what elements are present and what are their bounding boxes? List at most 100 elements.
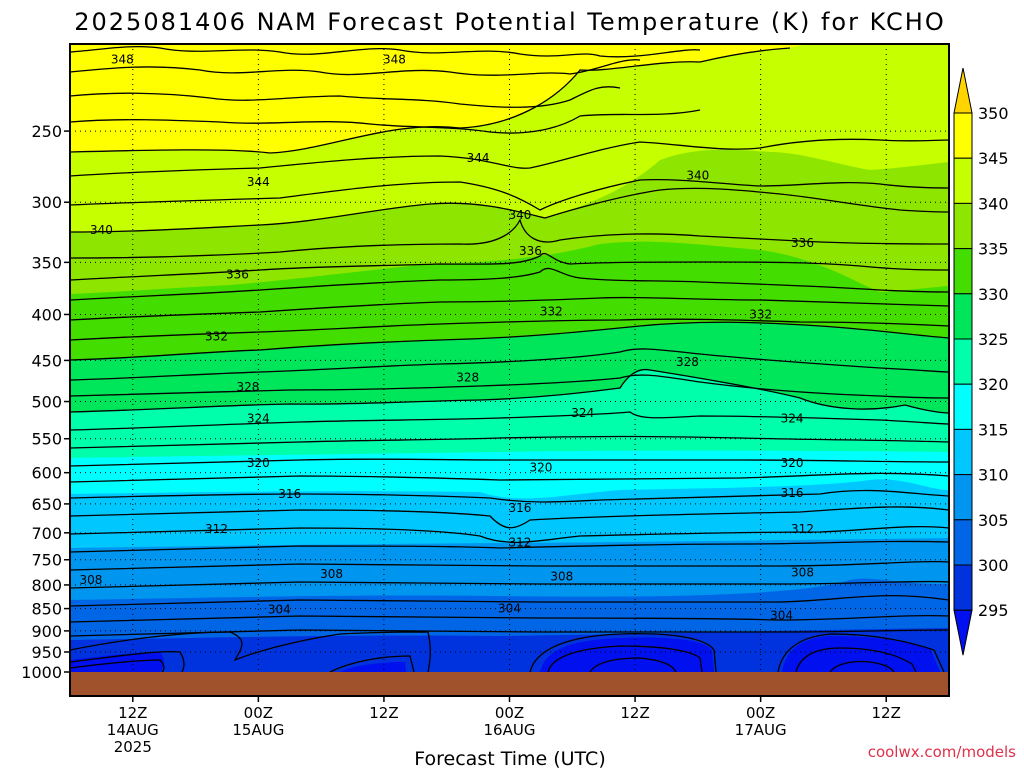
plot-area: 348 348 344 344 340 340 340 336 336 336 332 332 332 3… [70,44,949,696]
y-tick-label: 900 [31,622,62,641]
contour-line [70,318,949,341]
x-tick-label: 00Z [244,704,273,722]
contour-line [70,506,949,529]
contour-line [70,252,949,281]
colorbar-label: 295 [978,601,1009,620]
contour-label: 328 [676,355,699,369]
contour-line [70,526,949,543]
contour-label: 320 [781,456,804,470]
x-tick-label: 17AUG [735,721,787,739]
x-tick-label: 00Z [746,704,775,722]
x-tick-label: 2025 [114,738,152,756]
contour-line [70,659,165,673]
contour-label: 332 [749,307,772,321]
contour-label: 316 [509,501,532,515]
contour-label: 324 [571,406,594,420]
y-axis: 250 300 350 400 450 500 550 600 650 700 750 800 850 9… [21,122,70,682]
contour-line [70,368,949,414]
contour-label: 336 [519,244,542,258]
colorbar: 350 345 340 335 330 325 320 315 310 305 300 295 [953,67,1009,656]
contour-label: 340 [90,223,113,237]
y-tick-label: 600 [31,464,62,483]
y-tick-label: 250 [31,122,62,141]
band-lt-295-b [782,636,940,672]
contour-line [70,374,949,399]
contour-line [70,109,701,134]
band-lt-295-d [340,662,406,672]
colorbar-segment [953,474,973,521]
contour-line [70,435,949,449]
x-axis-title: Forecast Time (UTC) [414,748,605,768]
contour-label: 304 [268,603,291,617]
colorbar-extend-top [953,67,973,114]
contour-label: 340 [686,168,709,182]
contour-label: 348 [111,52,134,66]
x-tick-label: 12Z [118,704,147,722]
colorbar-segment [953,338,973,385]
colorbar-label: 305 [978,511,1009,530]
ground-below-surface [70,672,949,696]
contour-line [70,296,949,321]
y-tick-label: 800 [31,576,62,595]
contour-label: 332 [540,305,563,319]
contour-label: 304 [498,602,521,616]
contour-line [70,580,949,589]
contour-label: 304 [770,608,793,622]
contour-label: 328 [236,380,259,394]
contour-line [329,655,415,673]
contour-line [70,458,949,467]
contour-label: 344 [467,151,490,165]
contour-label: 348 [383,52,406,66]
contour-line [70,614,949,623]
contour-line [70,472,949,483]
contour-label: 324 [247,411,270,425]
contour-label: 312 [509,536,532,550]
y-tick-label: 950 [31,643,62,662]
x-tick-label: 16AUG [484,721,536,739]
colorbar-extend-bottom [953,609,973,656]
contour-line [529,633,717,673]
contour-label: 340 [509,208,532,222]
contour-label: 312 [205,522,228,536]
colorbar-segment [953,383,973,430]
colorbar-label: 345 [978,149,1009,168]
colorbar-label: 335 [978,240,1009,259]
colorbar-segment [953,248,973,295]
contour-label: 316 [278,487,301,501]
contour-line [777,633,945,673]
x-tick-label: 15AUG [232,721,284,739]
contour-label: 308 [791,566,814,580]
contour-line [70,138,949,177]
colorbar-segment [953,157,973,204]
contour-line [547,645,703,673]
contour-line [589,657,677,673]
contour-label: 324 [781,411,804,425]
contour-line [70,489,949,503]
y-tick-label: 650 [31,495,62,514]
contour-line [70,178,949,211]
y-tick-label: 1000 [21,663,62,682]
y-tick-label: 750 [31,551,62,570]
contour-label: 332 [205,329,228,343]
contour-line [70,47,791,154]
contour-label: 308 [79,573,102,587]
colorbar-label: 340 [978,194,1009,213]
contour-label: 308 [320,567,343,581]
colorbar-segment [953,519,973,566]
contour-line [829,660,895,673]
contour-line [70,540,949,553]
contour-line [70,59,641,76]
colorbar-label: 350 [978,104,1009,123]
contour-line [70,218,949,259]
y-tick-label: 850 [31,600,62,619]
contour-labels: 348 348 344 344 340 340 340 336 336 336 332 332 332 3… [79,52,814,622]
contour-label: 336 [791,236,814,250]
contour-line [70,187,949,233]
x-tick-label: 12Z [369,704,398,722]
colorbar-segment [953,428,973,476]
chart-title: 2025081406 NAM Forecast Potential Temper… [74,8,945,36]
y-tick-label: 450 [31,351,62,370]
contour-line [70,267,949,301]
contour-line [70,348,949,381]
